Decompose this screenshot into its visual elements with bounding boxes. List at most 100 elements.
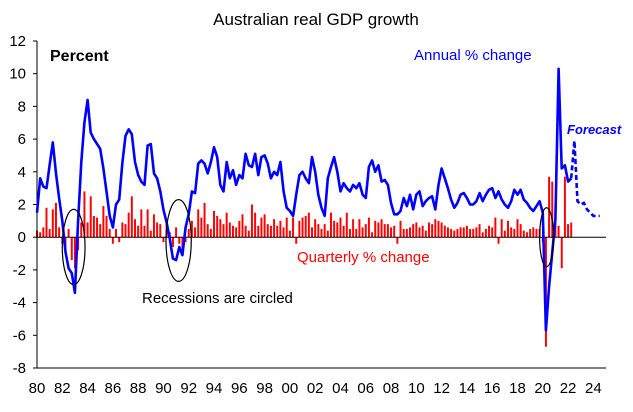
quarterly-bar — [355, 229, 358, 238]
quarterly-bar — [399, 220, 402, 238]
quarterly-bar — [409, 227, 411, 238]
quarterly-bar — [456, 229, 459, 238]
x-tick-label: 22 — [560, 380, 577, 397]
quarterly-bar — [475, 227, 478, 238]
quarterly-bar — [491, 227, 494, 238]
quarterly-bar — [266, 224, 269, 238]
quarterly-bar — [367, 217, 370, 238]
x-tick-label: 02 — [307, 380, 324, 397]
quarterly-bar — [181, 237, 184, 249]
y-tick-label: -8 — [13, 360, 26, 377]
quarterly-bar — [118, 237, 121, 243]
y-tick-label: 8 — [18, 98, 26, 115]
quarterly-bar — [39, 232, 42, 238]
quarterly-bar — [339, 217, 342, 238]
quarterly-bar — [260, 217, 263, 238]
quarterly-bar — [222, 224, 225, 238]
quarterly-bar — [380, 219, 383, 238]
quarterly-bar — [551, 181, 554, 238]
quarterly-bar — [421, 225, 424, 238]
quarterly-bar — [320, 229, 323, 238]
quarterly-bar — [295, 237, 298, 244]
quarterly-bar — [73, 237, 76, 269]
quarterly-bar — [560, 237, 563, 269]
quarterly-bar — [525, 232, 528, 238]
quarterly-bar — [67, 229, 70, 238]
quarterly-bar — [162, 237, 165, 243]
quarterly-bar — [197, 209, 200, 238]
quarterly-bar — [462, 227, 465, 238]
quarterly-bar — [529, 229, 532, 238]
quarterly-bar — [96, 217, 99, 238]
quarterly-bar — [342, 225, 345, 238]
quarterly-bar — [269, 225, 272, 238]
x-tick-label: 96 — [231, 380, 248, 397]
quarterly-bar — [450, 229, 453, 238]
quarterly-bar — [431, 224, 434, 238]
x-tick-label: 90 — [155, 380, 172, 397]
quarterly-bar — [519, 224, 522, 238]
x-tick-labels: 80 82 84 86 88 90 92 94 96 98 00 02 04 06 08 10 12 14 16 18… — [29, 380, 602, 397]
quarterly-bar — [513, 229, 516, 238]
quarterly-bar — [257, 225, 260, 238]
x-tick-label: 82 — [54, 380, 71, 397]
quarterly-bar — [557, 225, 560, 238]
quarterly-bar — [507, 220, 509, 238]
quarterly-bar — [415, 222, 418, 238]
quarterly-bar — [178, 237, 181, 244]
quarterly-bar — [149, 230, 152, 238]
quarterly-bar — [175, 227, 178, 238]
quarterly-bar — [323, 224, 326, 238]
quarterly-bar — [484, 229, 487, 238]
quarterly-bar — [279, 220, 282, 238]
quarterly-bar — [374, 220, 377, 238]
quarterly-bar — [219, 219, 222, 238]
quarterly-bar — [567, 224, 570, 238]
quarterly-bar — [124, 224, 127, 238]
quarterly-bar — [358, 219, 361, 238]
y-tick-label: 4 — [18, 164, 26, 181]
quarterly-bar — [434, 219, 437, 238]
quarterly-bar — [336, 222, 339, 238]
quarterly-bar — [102, 206, 105, 238]
quarterly-bar — [330, 212, 332, 238]
quarterly-bar — [345, 212, 348, 238]
quarterly-bar — [285, 217, 288, 238]
x-tick-label: 10 — [408, 380, 425, 397]
quarterly-bar — [99, 224, 102, 238]
quarterly-bar — [503, 230, 506, 238]
quarterly-bar — [190, 220, 193, 238]
quarterly-bar — [298, 220, 301, 238]
quarterly-bar — [497, 237, 500, 244]
chart-title: Australian real GDP growth — [213, 10, 419, 29]
quarterly-bar — [209, 229, 212, 238]
quarterly-bar — [235, 227, 238, 238]
quarterly-bar — [396, 237, 399, 244]
quarterly-bar — [393, 225, 396, 238]
recession-circle — [165, 198, 192, 282]
annual-change-line — [35, 67, 573, 332]
x-tick-label: 06 — [357, 380, 374, 397]
quarterly-bar — [383, 224, 386, 238]
quarterly-bar — [311, 227, 313, 238]
y-tick-label: -2 — [13, 262, 26, 279]
quarterly-bar — [238, 220, 241, 238]
quarterly-bar — [443, 225, 446, 238]
quarterly-bar — [361, 227, 364, 238]
quarterly-bar — [412, 224, 415, 238]
quarterly-bar — [203, 202, 206, 238]
quarterly-bar — [159, 224, 162, 238]
quarterly-bar — [194, 227, 197, 238]
quarterly-label: Quarterly % change — [297, 249, 430, 266]
quarterly-bar — [465, 225, 468, 238]
x-tick-label: 80 — [29, 380, 46, 397]
quarterly-bar — [390, 227, 393, 238]
x-tick-label: 04 — [332, 380, 349, 397]
quarterly-bar — [273, 219, 276, 238]
y-tick-labels: -8 -6 -4 -2 0 2 4 6 8 10 12 — [9, 33, 37, 377]
quarterly-bar — [371, 232, 374, 238]
quarterly-bar — [80, 222, 83, 238]
quarterly-bar — [70, 237, 73, 261]
quarterly-bar — [348, 229, 351, 238]
